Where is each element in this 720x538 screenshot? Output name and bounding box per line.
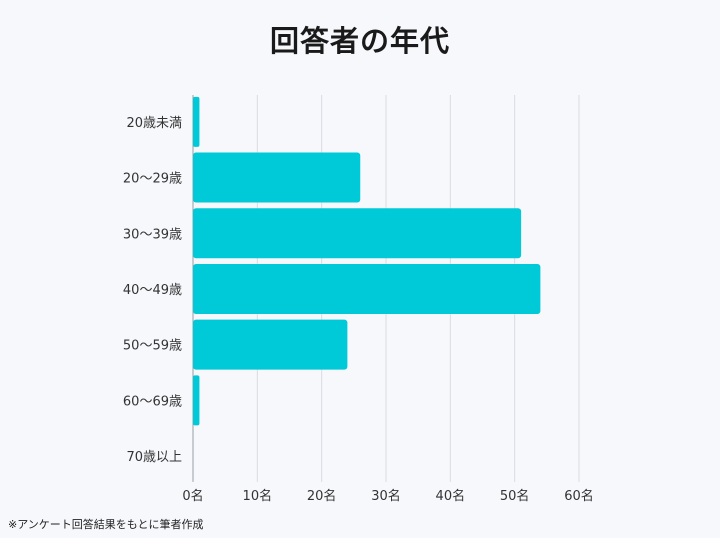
bar (193, 208, 522, 259)
category-label: 40〜49歳 (123, 283, 182, 298)
bar (193, 375, 200, 426)
x-tick-label: 30名 (371, 488, 401, 504)
bar (193, 263, 541, 314)
chart-title: 回答者の年代 (269, 24, 450, 58)
bar (193, 319, 348, 370)
x-tick-label: 50名 (500, 488, 530, 504)
x-tick-label: 0名 (182, 488, 203, 504)
category-label: 50〜59歳 (123, 339, 182, 354)
x-tick-label: 60名 (564, 488, 594, 504)
footnote: ※アンケート回答結果をもとに筆者作成 (8, 518, 204, 531)
x-tick-label: 20名 (307, 488, 337, 504)
bar (193, 152, 361, 203)
category-label: 30〜39歳 (123, 227, 182, 242)
category-label: 70歳以上 (126, 450, 182, 465)
category-label: 20〜29歳 (123, 172, 182, 187)
bar (193, 96, 200, 147)
x-tick-label: 10名 (243, 488, 273, 504)
x-tick-label: 40名 (436, 488, 466, 504)
category-label: 20歳未満 (126, 116, 182, 131)
category-label: 60〜69歳 (123, 394, 182, 409)
